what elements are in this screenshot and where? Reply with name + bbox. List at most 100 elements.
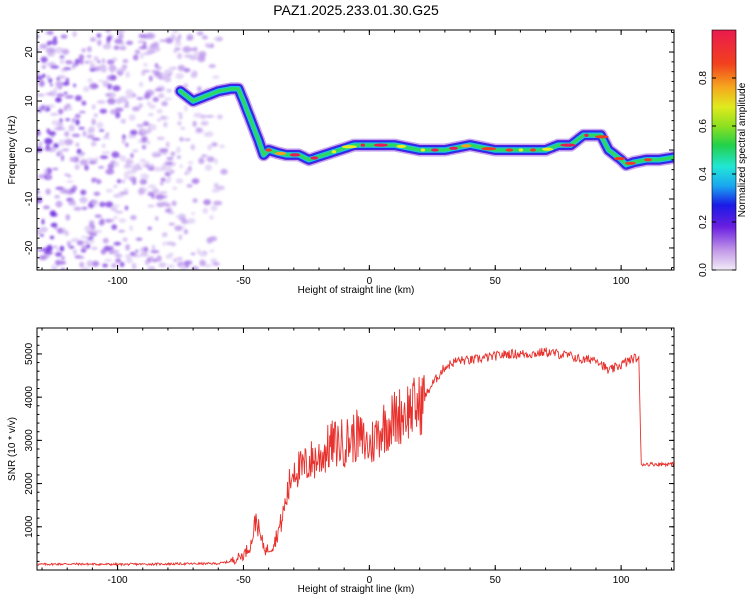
noise-blob	[207, 144, 213, 151]
noise-blob	[87, 46, 92, 53]
ridge-hotspot	[431, 148, 439, 152]
noise-blob	[165, 166, 173, 173]
noise-blob	[148, 75, 153, 82]
snr-line	[37, 347, 674, 567]
noise-blob	[62, 148, 70, 152]
noise-blob	[102, 43, 112, 50]
noise-blob	[71, 185, 78, 192]
noise-blob	[156, 202, 165, 208]
y-tick-label: 5000	[24, 342, 35, 365]
noise-blob	[140, 173, 149, 180]
snr-y-label: SNR (10 * v/v)	[7, 417, 18, 481]
noise-blob	[197, 86, 202, 92]
noise-blob	[208, 64, 216, 68]
noise-blob	[118, 72, 122, 77]
y-tick-label: 10	[24, 95, 35, 107]
noise-blob	[113, 185, 118, 188]
noise-blob	[82, 130, 87, 137]
noise-blob	[157, 118, 161, 122]
noise-blob	[62, 67, 72, 71]
noise-blob	[174, 225, 183, 231]
noise-blob	[193, 46, 198, 52]
noise-blob	[57, 227, 64, 234]
noise-blob	[84, 164, 89, 171]
ridge-hotspot	[341, 145, 357, 149]
noise-blob	[186, 184, 193, 188]
noise-blob	[46, 53, 55, 57]
noise-blob	[67, 106, 73, 111]
noise-blob	[138, 81, 144, 88]
noise-blob	[105, 30, 111, 33]
noise-blob	[130, 152, 134, 159]
noise-blob	[115, 258, 122, 263]
noise-blob	[55, 252, 63, 257]
noise-blob	[93, 113, 99, 118]
noise-blob	[122, 237, 128, 242]
noise-blob	[73, 83, 77, 88]
noise-blob	[114, 210, 124, 214]
noise-blob	[184, 54, 194, 58]
noise-blob	[68, 124, 75, 132]
noise-blob	[183, 68, 191, 73]
noise-blob	[59, 55, 65, 59]
noise-blob	[147, 226, 152, 231]
noise-blob	[205, 131, 214, 138]
noise-blob	[139, 252, 149, 257]
noise-blob	[132, 54, 139, 61]
y-tick-label: 1000	[24, 515, 35, 538]
noise-blob	[71, 133, 81, 138]
noise-blob	[44, 168, 48, 175]
noise-blob	[125, 159, 134, 164]
noise-blob	[37, 196, 43, 204]
noise-blob	[175, 178, 184, 184]
noise-blob	[89, 63, 96, 69]
y-tick-label: -10	[24, 191, 35, 206]
noise-blob	[91, 246, 98, 250]
noise-blob	[217, 114, 223, 120]
noise-blob	[176, 155, 181, 159]
noise-blob	[46, 244, 53, 252]
noise-blob	[123, 175, 131, 179]
noise-blob	[152, 41, 159, 48]
noise-blob	[97, 39, 102, 46]
x-tick-label: -50	[236, 575, 251, 586]
noise-blob	[57, 149, 63, 157]
noise-blob	[63, 188, 67, 195]
noise-blob	[214, 158, 218, 165]
noise-blob	[113, 241, 122, 246]
noise-blob	[111, 224, 117, 231]
x-tick-label: -50	[236, 276, 251, 287]
noise-blob	[147, 167, 155, 171]
noise-blob	[196, 31, 204, 36]
noise-blob	[110, 160, 116, 165]
noise-blob	[102, 136, 111, 140]
spectrogram-x-ticks: -100 -50 0 50 100	[41, 30, 672, 287]
noise-blob	[143, 41, 147, 47]
noise-blob	[107, 83, 112, 90]
noise-blob	[62, 48, 70, 55]
noise-blob	[149, 104, 156, 109]
noise-blob	[139, 158, 146, 163]
noise-blob	[145, 259, 150, 266]
noise-blob	[125, 100, 129, 106]
noise-blob	[177, 53, 183, 60]
noise-blob	[51, 38, 58, 46]
noise-blob	[211, 188, 220, 193]
noise-blob	[91, 201, 98, 205]
noise-blob	[59, 57, 65, 65]
noise-blob	[151, 70, 159, 73]
x-tick-label: 50	[490, 276, 502, 287]
ridge-hotspot	[289, 153, 301, 157]
noise-blob	[178, 234, 183, 241]
x-tick-label: -100	[108, 575, 128, 586]
noise-blob	[91, 229, 97, 234]
noise-blob	[81, 100, 87, 106]
noise-blob	[105, 93, 112, 97]
noise-blob	[180, 127, 186, 130]
noise-blob	[39, 226, 48, 233]
noise-blob	[66, 189, 74, 195]
noise-blob	[188, 165, 192, 172]
noise-blob	[190, 252, 196, 256]
noise-blob	[101, 151, 111, 155]
ridge-hotspot	[265, 148, 272, 152]
